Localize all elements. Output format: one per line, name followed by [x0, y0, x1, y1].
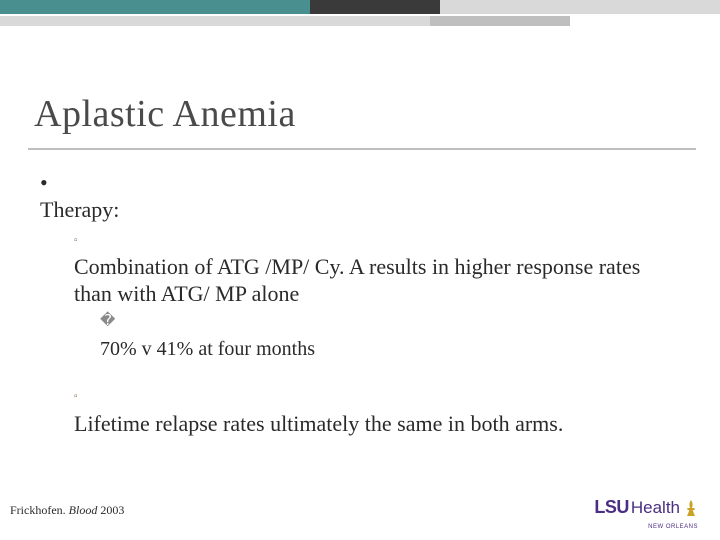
lsu-logo: LSU Health — [594, 497, 698, 518]
fleur-de-lis-icon — [684, 499, 698, 517]
band-row-1 — [0, 0, 720, 14]
lvl3a-text: 70% v 41% at four months — [100, 337, 660, 361]
bullet-level-1: • Therapy: — [40, 170, 680, 224]
band-row-2 — [0, 16, 720, 26]
band-segment — [570, 16, 720, 26]
top-accent-band — [0, 0, 720, 46]
lvl1-text: Therapy: — [40, 197, 662, 224]
lvl2b-text: Lifetime relapse rates ultimately the sa… — [74, 411, 664, 438]
logo-health-text: Health — [631, 498, 680, 518]
logo-subtitle: NEW ORLEANS — [648, 524, 698, 530]
bullet-level-2: ▫ Combination of ATG /MP/ Cy. A results … — [40, 228, 680, 308]
bullet-box-icon: � — [100, 312, 120, 330]
slide-content: • Therapy: ▫ Combination of ATG /MP/ Cy.… — [40, 170, 680, 439]
citation-journal: Blood — [69, 503, 101, 517]
logo-lsu-text: LSU — [594, 497, 629, 518]
title-underline — [28, 148, 696, 150]
bullet-level-2: ▫ Lifetime relapse rates ultimately the … — [40, 384, 680, 438]
band-segment — [430, 16, 570, 26]
lvl2a-text: Combination of ATG /MP/ Cy. A results in… — [74, 254, 664, 308]
citation-year: 2003 — [100, 503, 124, 517]
citation-author: Frickhofen. — [10, 503, 69, 517]
band-segment — [440, 0, 720, 14]
band-segment — [0, 0, 310, 14]
bullet-square-icon: ▫ — [74, 391, 90, 403]
citation: Frickhofen. Blood 2003 — [10, 503, 124, 518]
band-segment — [310, 0, 440, 14]
bullet-dot-icon: • — [40, 170, 58, 197]
bullet-square-icon: ▫ — [74, 235, 90, 247]
band-segment — [0, 16, 430, 26]
bullet-level-3: � 70% v 41% at four months — [40, 310, 680, 364]
slide-title: Aplastic Anemia — [34, 92, 296, 136]
